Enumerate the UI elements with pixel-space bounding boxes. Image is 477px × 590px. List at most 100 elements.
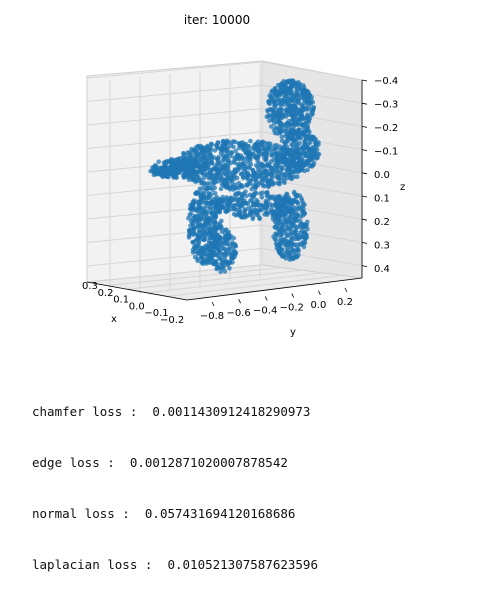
point: [247, 152, 252, 158]
point: [239, 171, 245, 176]
point: [211, 196, 217, 202]
point: [297, 130, 302, 135]
point: [189, 173, 194, 178]
point: [307, 93, 313, 98]
point: [216, 154, 221, 160]
point: [293, 242, 299, 248]
point: [286, 239, 291, 245]
point: [236, 202, 241, 208]
loss-label: chamfer loss :: [32, 404, 153, 419]
point: [232, 182, 238, 187]
point: [203, 166, 208, 172]
y-tick-label: 0.2: [337, 297, 353, 308]
point: [245, 144, 251, 149]
z-tick-label: 0.2: [374, 217, 390, 228]
point: [267, 147, 272, 152]
z-tick-mark: [361, 102, 368, 105]
point: [297, 218, 303, 224]
z-grid-line: [261, 61, 363, 81]
point: [260, 176, 266, 181]
point: [241, 162, 246, 167]
point: [246, 181, 251, 187]
y-tick-label: −0.8: [200, 311, 224, 322]
loss-label: laplacian loss :: [32, 557, 168, 572]
point: [253, 179, 259, 185]
point: [185, 158, 190, 163]
point: [258, 191, 263, 196]
z-tick-mark: [361, 242, 368, 244]
x-axis-line: [86, 281, 188, 301]
point: [270, 97, 275, 103]
point: [207, 191, 212, 196]
point: [197, 248, 202, 254]
point: [197, 168, 203, 174]
point: [220, 204, 225, 210]
x-tick-label: 0.3: [82, 281, 98, 292]
point: [231, 251, 237, 256]
point: [305, 112, 310, 117]
x-grid-line: [86, 264, 263, 283]
point: [286, 78, 291, 84]
y-tick-mark: [318, 290, 321, 295]
point: [270, 175, 275, 180]
point: [232, 192, 238, 197]
point: [280, 225, 286, 230]
point: [189, 146, 194, 152]
point: [217, 234, 223, 240]
point: [218, 186, 224, 192]
point: [225, 140, 230, 146]
point: [197, 204, 202, 210]
point: [209, 175, 214, 181]
point: [287, 214, 292, 220]
point: [243, 189, 248, 194]
x-grid-line: [106, 267, 283, 287]
point: [218, 269, 223, 275]
point: [283, 222, 289, 227]
point: [213, 213, 219, 218]
point: [213, 200, 219, 206]
point: [274, 232, 280, 237]
point: [173, 157, 178, 163]
point: [307, 129, 312, 135]
z-tick-mark: [361, 126, 368, 128]
point: [249, 197, 255, 203]
point: [281, 159, 286, 165]
point: [282, 208, 287, 214]
point: [202, 189, 208, 194]
point: [279, 111, 285, 117]
point: [292, 128, 297, 133]
point: [302, 92, 308, 97]
point: [273, 214, 278, 219]
point: [224, 208, 229, 214]
point: [236, 185, 242, 191]
point: [289, 95, 295, 100]
point: [290, 233, 296, 239]
point: [282, 95, 287, 101]
loss-row-normal: normal loss : 0.057431694120168686: [32, 505, 318, 522]
point: [293, 151, 299, 156]
point: [295, 99, 301, 105]
point: [287, 197, 293, 203]
point: [209, 160, 214, 165]
point: [196, 200, 202, 206]
point: [250, 145, 255, 151]
point: [262, 151, 267, 157]
point: [220, 143, 225, 148]
point: [168, 159, 173, 164]
point: [269, 124, 274, 129]
point: [299, 198, 305, 203]
point: [200, 185, 206, 191]
point: [279, 108, 284, 113]
tick-labels: −0.4−0.3−0.2−0.10.00.10.20.30.4−0.8 −0.6−…: [82, 76, 398, 326]
point: [178, 155, 183, 161]
point: [205, 185, 210, 191]
loss-label: normal loss :: [32, 506, 145, 521]
point: [275, 126, 280, 131]
point: [294, 193, 300, 199]
point: [266, 99, 272, 105]
point: [306, 100, 312, 106]
point: [267, 93, 272, 98]
point: [161, 170, 167, 176]
point: [290, 142, 296, 148]
point: [207, 170, 212, 175]
